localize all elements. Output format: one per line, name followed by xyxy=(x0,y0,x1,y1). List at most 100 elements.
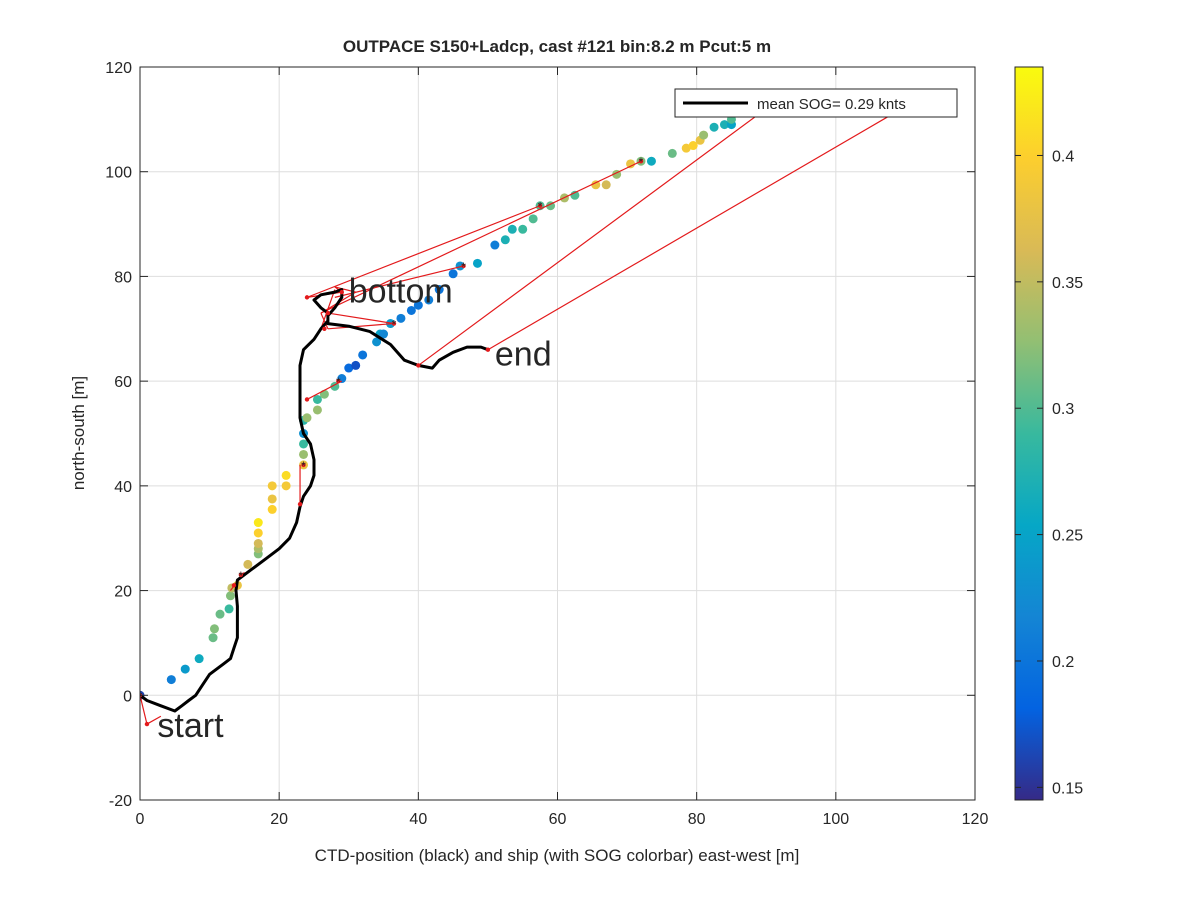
colorbar-ticks: 0.15 0.2 0.25 0.3 0.35 0.4 xyxy=(1015,148,1083,797)
colorbar-tick-label: 0.4 xyxy=(1052,148,1074,165)
x-tick-label: 0 xyxy=(136,811,145,828)
y-tick-label: 100 xyxy=(105,165,132,182)
annotation-end: end xyxy=(495,335,552,373)
colorbar-tick-label: 0.25 xyxy=(1052,528,1083,545)
ship-sog-point xyxy=(208,633,218,643)
x-axis-label: CTD-position (black) and ship (with SOG … xyxy=(315,846,800,865)
ship-sog-point xyxy=(224,604,234,614)
legend-entry-mean-sog: mean SOG= 0.29 knts xyxy=(757,96,906,113)
ship-sog-point xyxy=(267,504,277,514)
ctd-star-marker: * xyxy=(239,569,244,583)
ship-sog-point xyxy=(253,518,263,528)
ship-sog-point xyxy=(312,405,322,415)
colorbar: 0.15 0.2 0.25 0.3 0.35 0.4 xyxy=(1014,66,1083,801)
ship-sog-point xyxy=(626,159,636,169)
ship-sog-point xyxy=(646,156,656,166)
ship-position-marker xyxy=(339,289,344,295)
ship-sog-point xyxy=(688,141,698,151)
ship-sog-point xyxy=(681,143,691,153)
ship-sog-point xyxy=(507,224,517,234)
ship-position-marker xyxy=(336,378,341,384)
ship-sog-point xyxy=(281,470,291,480)
colorbar-tick-label: 0.2 xyxy=(1052,654,1074,671)
legend: mean SOG= 0.29 knts xyxy=(674,88,958,118)
ship-sog-point xyxy=(396,313,406,323)
ship-sog-point xyxy=(406,305,416,315)
x-tick-label: 120 xyxy=(962,811,989,828)
chart-title: OUTPACE S150+Ladcp, cast #121 bin:8.2 m … xyxy=(343,37,771,56)
data-layer: * * * * * * * * xyxy=(140,92,920,727)
ship-sog-point xyxy=(209,624,219,634)
ship-sog-point xyxy=(302,413,312,423)
ship-sog-point xyxy=(312,394,322,404)
ship-sog-point xyxy=(267,494,277,504)
ship-position-marker xyxy=(416,363,421,368)
ship-track-segment xyxy=(327,312,395,325)
ship-sog-point xyxy=(299,439,309,449)
ctd-star-marker: * xyxy=(461,260,466,274)
ship-sog-point xyxy=(472,258,482,268)
ctd-star-marker: * xyxy=(301,459,306,473)
ship-sog-point xyxy=(699,130,709,140)
ship-sog-point xyxy=(500,235,510,245)
ship-position-marker xyxy=(304,397,310,402)
ship-track-segment xyxy=(334,286,356,293)
ship-sog-point xyxy=(243,559,253,569)
ship-position-marker xyxy=(297,501,303,507)
ship-sog-point xyxy=(601,180,611,190)
ship-track-segment xyxy=(327,322,395,330)
ship-sog-point xyxy=(591,180,601,190)
y-tick-label: -20 xyxy=(109,793,132,810)
y-tick-label: 0 xyxy=(123,688,132,705)
ship-track-segment xyxy=(140,695,148,725)
ship-sog-point xyxy=(720,120,729,130)
ship-sog-point xyxy=(358,350,368,360)
ship-position-marker xyxy=(144,721,150,727)
ship-sog-point xyxy=(194,654,204,664)
ctd-star-marker: * xyxy=(392,318,397,332)
ship-sog-point xyxy=(424,295,434,305)
ship-position-marker xyxy=(325,310,331,316)
ship-sog-point xyxy=(528,214,538,224)
ship-sog-point xyxy=(455,261,465,271)
ship-sog-point xyxy=(490,240,500,250)
ship-position-marker xyxy=(391,321,397,326)
ship-sog-point xyxy=(379,329,389,339)
ship-track-segment xyxy=(334,265,464,298)
ship-position-marker xyxy=(537,203,543,208)
y-tick-label: 80 xyxy=(114,269,132,286)
ship-track-segment xyxy=(417,92,788,366)
x-tick-label: 40 xyxy=(409,811,427,828)
ctd-track-line xyxy=(140,288,490,713)
ship-sog-point xyxy=(518,224,528,234)
ship-sog-point xyxy=(281,481,291,491)
colorbar-frame xyxy=(1014,66,1044,801)
ship-position-marker xyxy=(231,583,237,588)
ship-track-segment xyxy=(306,380,343,400)
ship-sog-point xyxy=(344,363,354,373)
ship-sog-point xyxy=(351,360,361,370)
y-axis-label: north-south [m] xyxy=(69,376,88,490)
ship-sog-point xyxy=(372,337,382,347)
annotation-bottom: bottom xyxy=(349,273,453,311)
annotations: start bottom end xyxy=(157,273,551,746)
x-tick-label: 100 xyxy=(822,811,849,828)
y-tick-label: 40 xyxy=(114,479,132,496)
ship-sog-point xyxy=(413,300,423,310)
ship-sog-point xyxy=(448,269,458,279)
ship-track-segment xyxy=(320,312,329,330)
ship-position-marker xyxy=(322,326,327,331)
ship-sog-point xyxy=(434,285,444,295)
x-tick-label: 20 xyxy=(270,811,288,828)
ship-position-marker xyxy=(238,572,244,578)
x-tick-label: 80 xyxy=(688,811,706,828)
ship-sog-point xyxy=(253,538,263,548)
ship-position-marker xyxy=(638,159,644,164)
ship-sog-point xyxy=(166,675,176,685)
ship-sog-point xyxy=(709,122,719,132)
colorbar-tick-label: 0.35 xyxy=(1052,275,1083,292)
ship-sog-point xyxy=(253,528,263,538)
ship-position-marker xyxy=(461,263,466,269)
